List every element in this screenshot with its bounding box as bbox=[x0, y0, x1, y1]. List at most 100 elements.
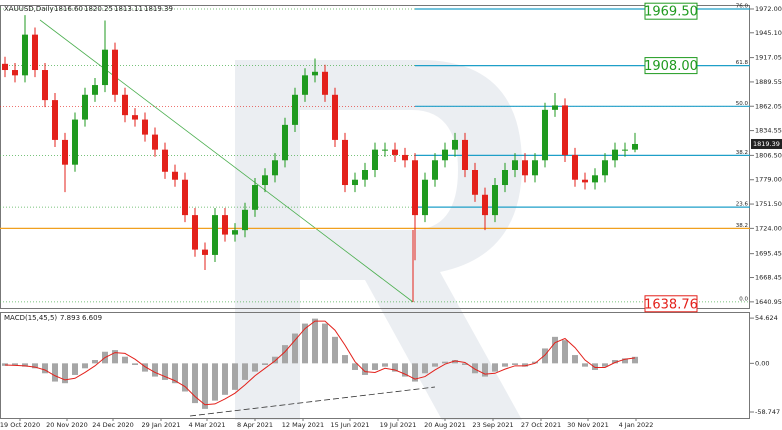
y-tick-label: 1751.50 bbox=[755, 200, 782, 208]
macd-bar bbox=[382, 363, 388, 367]
macd-bar bbox=[372, 363, 378, 370]
macd-bar bbox=[462, 363, 468, 365]
candle-body bbox=[282, 124, 288, 161]
y-tick-label: 1917.05 bbox=[755, 54, 782, 62]
macd-bar bbox=[262, 363, 268, 365]
candle-body bbox=[412, 160, 418, 216]
candle-body bbox=[172, 171, 178, 180]
macd-bar bbox=[352, 363, 358, 370]
macd-bar bbox=[302, 323, 308, 364]
candle-body bbox=[52, 100, 58, 140]
ohlc-open: 1816.60 bbox=[54, 5, 83, 13]
ohlc-high: 1820.25 bbox=[84, 5, 113, 13]
macd-bar bbox=[532, 361, 538, 364]
macd-bar bbox=[42, 363, 48, 374]
candle-body bbox=[462, 139, 468, 170]
macd-bar bbox=[362, 363, 368, 375]
y-tick-label: 1972.00 bbox=[755, 5, 782, 13]
watermark bbox=[235, 60, 522, 420]
macd-bar bbox=[512, 363, 518, 365]
fib-label: 61.8 bbox=[736, 60, 749, 66]
candle-body bbox=[612, 149, 618, 161]
x-tick-label: 4 Jan 2022 bbox=[619, 421, 654, 429]
macd-bar bbox=[292, 333, 298, 364]
macd-bar bbox=[62, 363, 68, 384]
price-box bbox=[644, 57, 698, 75]
macd-bar bbox=[22, 363, 28, 367]
x-tick-label: 19 Jul 2021 bbox=[380, 421, 417, 429]
price-panel bbox=[0, 5, 750, 309]
candle-body bbox=[162, 149, 168, 172]
candle-body bbox=[432, 160, 438, 180]
macd-bar bbox=[542, 348, 548, 364]
candle-body bbox=[72, 119, 78, 165]
candle-body bbox=[32, 34, 38, 71]
macd-bar bbox=[332, 336, 338, 364]
candle-body bbox=[382, 149, 388, 151]
fib-label: 50.0 bbox=[736, 101, 749, 107]
macd-bar bbox=[132, 363, 138, 365]
x-tick-label: 24 Dec 2020 bbox=[92, 421, 134, 429]
y-tick-label: 54.624 bbox=[755, 314, 778, 322]
y-tick-label: 1806.50 bbox=[755, 151, 782, 159]
macd-bar bbox=[92, 360, 98, 364]
fib-label: 76.0 bbox=[736, 3, 749, 9]
candle-body bbox=[632, 143, 638, 150]
y-tick-label: -58.747 bbox=[755, 408, 780, 416]
x-tick-label: 8 Apr 2021 bbox=[237, 421, 273, 429]
x-tick-label: 15 Jun 2021 bbox=[330, 421, 369, 429]
x-tick-label: 20 Aug 2021 bbox=[424, 421, 466, 429]
y-tick-label: 1945.10 bbox=[755, 29, 782, 37]
macd-bar bbox=[252, 363, 258, 372]
candle-body bbox=[602, 160, 608, 176]
candle-body bbox=[392, 149, 398, 155]
candle-body bbox=[182, 179, 188, 216]
candle-body bbox=[252, 185, 258, 210]
x-tick-label: 30 Nov 2021 bbox=[567, 421, 609, 429]
candle-body bbox=[12, 70, 18, 76]
candle-body bbox=[552, 105, 558, 110]
candle-body bbox=[512, 160, 518, 170]
macd-bar bbox=[232, 363, 238, 390]
signal-value: 6.609 bbox=[82, 314, 102, 322]
candle-body bbox=[442, 149, 448, 161]
candle-body bbox=[292, 94, 298, 125]
macd-trend-line bbox=[189, 386, 436, 417]
candle-body bbox=[622, 149, 628, 151]
candle-body bbox=[152, 134, 158, 150]
macd-bar bbox=[562, 340, 568, 364]
y-tick-label: 0.00 bbox=[755, 359, 769, 367]
candle-body bbox=[272, 160, 278, 176]
candle-body bbox=[352, 179, 358, 186]
y-tick-label: 1640.95 bbox=[755, 298, 782, 306]
candle-body bbox=[502, 169, 508, 186]
macd-bar bbox=[552, 336, 558, 364]
symbol-header: XAUUSD,Daily bbox=[4, 5, 54, 13]
macd-bar bbox=[242, 363, 248, 380]
macd-bar bbox=[282, 345, 288, 364]
macd-header: MACD(15,45,5) bbox=[4, 314, 57, 322]
macd-bar bbox=[612, 360, 618, 364]
y-tick-label: 1668.45 bbox=[755, 274, 782, 282]
candle-body bbox=[62, 139, 68, 165]
y-tick-label: 1834.55 bbox=[755, 127, 782, 135]
y-tick-label: 1779.00 bbox=[755, 176, 782, 184]
candle-body bbox=[122, 94, 128, 116]
y-tick-label: 1695.45 bbox=[755, 250, 782, 258]
candle-body bbox=[22, 34, 28, 76]
candle-body bbox=[302, 75, 308, 95]
candle-body bbox=[472, 169, 478, 195]
macd-bar bbox=[402, 363, 408, 377]
macd-panel bbox=[0, 312, 750, 419]
macd-bar bbox=[162, 363, 168, 380]
macd-value: 7.893 bbox=[60, 314, 80, 322]
price-tag-label: 1819.39 bbox=[753, 140, 780, 148]
candle-body bbox=[572, 154, 578, 180]
macd-bar bbox=[82, 363, 88, 369]
macd-bar bbox=[72, 363, 78, 375]
fib-label: 38.2 bbox=[736, 150, 748, 156]
macd-bar bbox=[192, 363, 198, 404]
y-tick-label: 1862.05 bbox=[755, 102, 782, 110]
x-tick-label: 4 Mar 2021 bbox=[188, 421, 225, 429]
